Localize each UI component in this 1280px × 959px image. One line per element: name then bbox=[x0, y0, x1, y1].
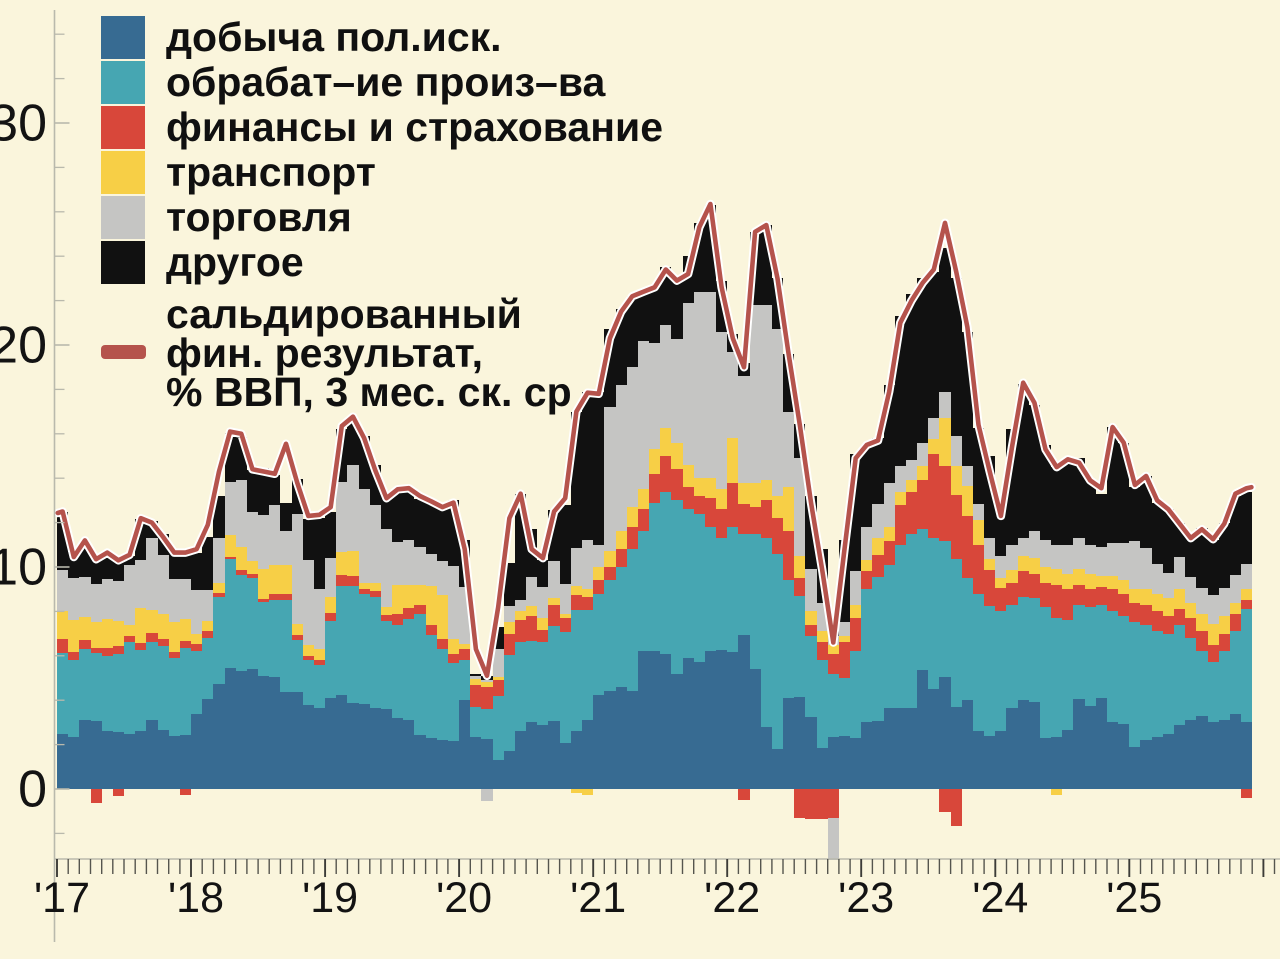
svg-text:'25: '25 bbox=[1106, 874, 1162, 922]
svg-text:'17: '17 bbox=[34, 874, 90, 922]
svg-text:'20: '20 bbox=[436, 874, 492, 922]
svg-text:0: 0 bbox=[18, 761, 47, 819]
svg-text:'24: '24 bbox=[972, 874, 1028, 922]
svg-text:'23: '23 bbox=[838, 874, 894, 922]
svg-text:10: 10 bbox=[0, 539, 47, 597]
svg-text:'18: '18 bbox=[168, 874, 224, 922]
svg-text:30: 30 bbox=[0, 95, 47, 153]
svg-text:'19: '19 bbox=[302, 874, 358, 922]
svg-text:'21: '21 bbox=[570, 874, 626, 922]
svg-text:20: 20 bbox=[0, 317, 47, 375]
svg-text:'22: '22 bbox=[704, 874, 760, 922]
